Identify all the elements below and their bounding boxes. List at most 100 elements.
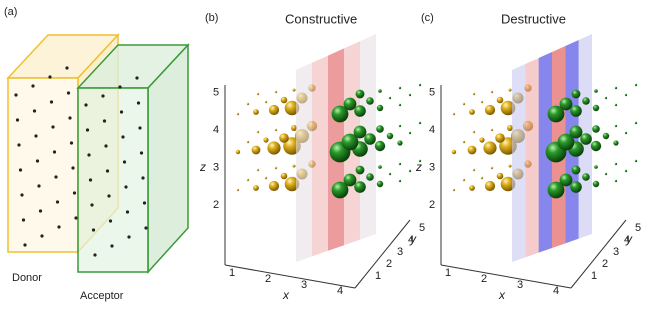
sphere <box>614 179 618 183</box>
z-tick-label: 4 <box>429 124 435 136</box>
x-tick-label: 4 <box>337 285 343 297</box>
sphere <box>398 103 402 107</box>
sphere <box>614 103 618 107</box>
sphere <box>354 105 366 117</box>
lattice-dot <box>87 153 91 157</box>
sphere <box>291 125 297 131</box>
sphere <box>280 96 288 104</box>
sphere <box>253 185 259 191</box>
sphere <box>462 102 466 106</box>
sphere <box>547 181 565 199</box>
sphere <box>508 88 512 92</box>
sphere <box>604 172 608 176</box>
sphere <box>263 137 269 143</box>
sphere <box>614 86 618 90</box>
sphere <box>331 181 349 199</box>
x-tick-label: 1 <box>445 267 451 279</box>
sphere <box>480 176 484 180</box>
sphere <box>469 185 475 191</box>
plane-sheet <box>525 58 539 258</box>
sphere <box>341 133 359 151</box>
sphere <box>582 173 590 181</box>
sphere <box>634 121 638 125</box>
sphere <box>398 162 402 166</box>
sphere <box>378 165 382 169</box>
sphere <box>594 89 598 93</box>
lattice-dot <box>55 200 60 204</box>
sphere <box>256 92 260 96</box>
sphere <box>256 130 260 134</box>
sphere <box>279 133 289 143</box>
lattice-dot <box>136 101 141 105</box>
lattice-dot <box>139 151 144 155</box>
sphere <box>592 104 600 112</box>
y-tick-label: 4 <box>408 234 414 246</box>
lattice-dot <box>38 209 43 213</box>
y-axis-label: y <box>625 232 633 246</box>
lattice-dot <box>85 128 90 132</box>
sphere <box>559 97 573 111</box>
sphere <box>274 90 278 94</box>
sphere <box>408 131 412 135</box>
sphere <box>490 90 494 94</box>
sphere <box>274 166 278 170</box>
sphere <box>634 159 638 163</box>
lattice-dot <box>118 85 122 89</box>
sphere <box>292 164 296 168</box>
sphere <box>479 137 485 143</box>
sphere <box>592 125 600 133</box>
sphere <box>251 145 261 155</box>
sphere <box>376 104 384 112</box>
sphere <box>602 132 610 140</box>
lattice-dot <box>91 228 96 232</box>
sphere <box>484 104 496 116</box>
sphere <box>364 133 376 145</box>
x-tick-label: 2 <box>265 273 271 285</box>
sphere <box>378 89 382 93</box>
sphere <box>490 128 494 132</box>
sphere <box>472 168 476 172</box>
sphere <box>376 180 384 188</box>
plane-sheet <box>312 55 328 257</box>
lattice-dot <box>68 116 72 120</box>
lattice-dot <box>66 91 71 95</box>
lattice-dot <box>122 160 127 164</box>
sphere <box>570 105 582 117</box>
sphere <box>604 96 608 100</box>
sphere <box>353 125 367 139</box>
panel-label: (a) <box>4 6 17 18</box>
sphere <box>590 140 602 152</box>
sphere <box>496 172 504 180</box>
lattice-dot <box>125 210 130 214</box>
sphere <box>343 173 357 187</box>
lattice-dot <box>15 118 20 122</box>
sphere <box>472 130 476 134</box>
sphere <box>236 188 240 192</box>
sphere <box>496 96 504 104</box>
y-tick-label: 5 <box>419 222 425 234</box>
box-label: Acceptor <box>80 290 124 302</box>
sphere <box>462 140 466 144</box>
z-axis-label: z <box>415 160 422 174</box>
sphere <box>354 181 366 193</box>
sphere <box>467 145 477 155</box>
lattice-dot <box>119 110 124 114</box>
sphere <box>624 131 628 135</box>
axis <box>224 264 356 289</box>
sphere <box>547 105 565 123</box>
sphere <box>284 176 300 192</box>
lattice-dot <box>88 178 93 182</box>
sphere <box>397 140 403 146</box>
sphere <box>267 141 281 155</box>
lattice-dot <box>108 219 113 223</box>
sphere <box>235 149 241 155</box>
y-axis-label: y <box>409 232 417 246</box>
sphere <box>614 124 618 128</box>
lattice-dot <box>52 150 57 154</box>
lattice-dot <box>105 169 110 173</box>
sphere <box>452 112 456 116</box>
axis <box>570 219 627 289</box>
sphere <box>500 100 516 116</box>
y-tick-label: 1 <box>375 270 381 282</box>
